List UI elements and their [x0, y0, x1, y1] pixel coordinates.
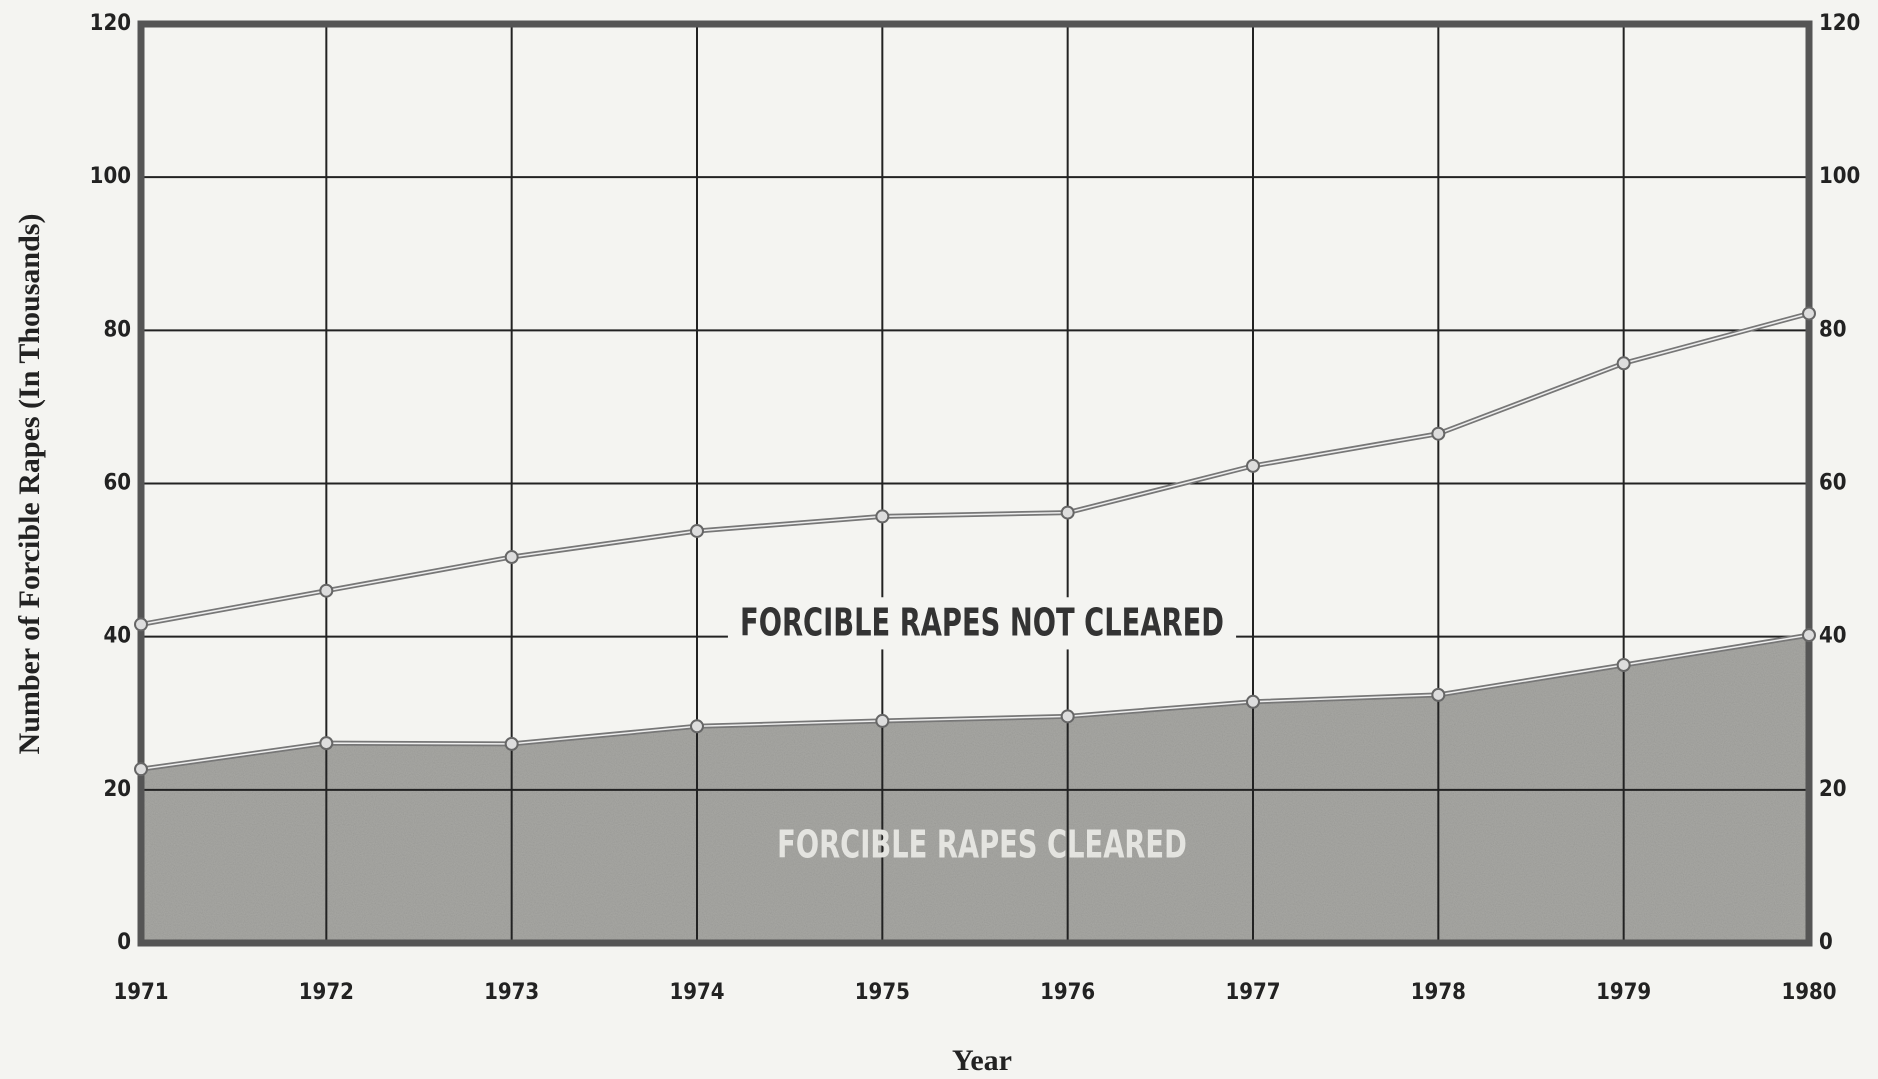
point	[875, 509, 890, 524]
y-tick-label: 60	[103, 471, 131, 496]
point	[1246, 458, 1260, 473]
y2-tick-label: 120	[1819, 11, 1860, 36]
point	[1802, 628, 1816, 643]
point	[134, 762, 148, 777]
x-tick-label: 1974	[669, 980, 724, 1005]
area-label: FORCIBLE RAPES NOT CLEARED	[740, 601, 1224, 645]
point	[690, 719, 704, 734]
point	[1802, 306, 1816, 321]
x-tick-label: 1977	[1225, 980, 1280, 1005]
point	[1616, 658, 1631, 673]
y-tick-label: 20	[103, 777, 131, 802]
point	[690, 523, 704, 538]
series-line-core	[140, 312, 1810, 626]
x-axis-title: Year	[952, 1044, 1012, 1077]
area-label-background	[727, 597, 1237, 650]
y-tick-label: 100	[90, 164, 131, 189]
point	[319, 736, 334, 751]
y2-tick-label: 100	[1819, 164, 1860, 189]
y2-tick-label: 20	[1819, 777, 1847, 802]
y-axis-title: Number of Forcible Rapes (In Thousands)	[13, 214, 46, 755]
x-tick-label: 1980	[1781, 980, 1836, 1005]
point	[1431, 426, 1446, 441]
x-tick-label: 1979	[1596, 980, 1651, 1005]
series-line-core	[140, 634, 1810, 770]
area-label: FORCIBLE RAPES CLEARED	[777, 823, 1187, 867]
plot-frame	[137, 20, 1813, 947]
y2-tick-label: 80	[1819, 317, 1847, 342]
point	[1616, 356, 1631, 371]
y-tick-label: 0	[117, 930, 131, 955]
point	[1431, 687, 1446, 702]
x-tick-label: 1971	[113, 980, 168, 1005]
point	[1060, 709, 1075, 724]
point	[875, 713, 890, 728]
x-tick-label: 1972	[299, 980, 354, 1005]
point	[1246, 694, 1260, 709]
point	[504, 736, 519, 751]
x-tick-label: 1978	[1411, 980, 1466, 1005]
point	[1060, 505, 1075, 520]
point	[319, 583, 334, 598]
y-tick-label: 80	[103, 317, 131, 342]
point	[134, 617, 148, 632]
area	[141, 313, 1809, 770]
y2-tick-label: 0	[1819, 930, 1833, 955]
point	[504, 550, 519, 565]
x-tick-label: 1973	[484, 980, 539, 1005]
y-tick-label: 40	[103, 624, 131, 649]
x-tick-label: 1976	[1040, 980, 1095, 1005]
y-tick-label: 120	[90, 11, 131, 36]
y2-tick-label: 40	[1819, 624, 1847, 649]
y2-tick-label: 60	[1819, 471, 1847, 496]
x-tick-label: 1975	[855, 980, 910, 1005]
